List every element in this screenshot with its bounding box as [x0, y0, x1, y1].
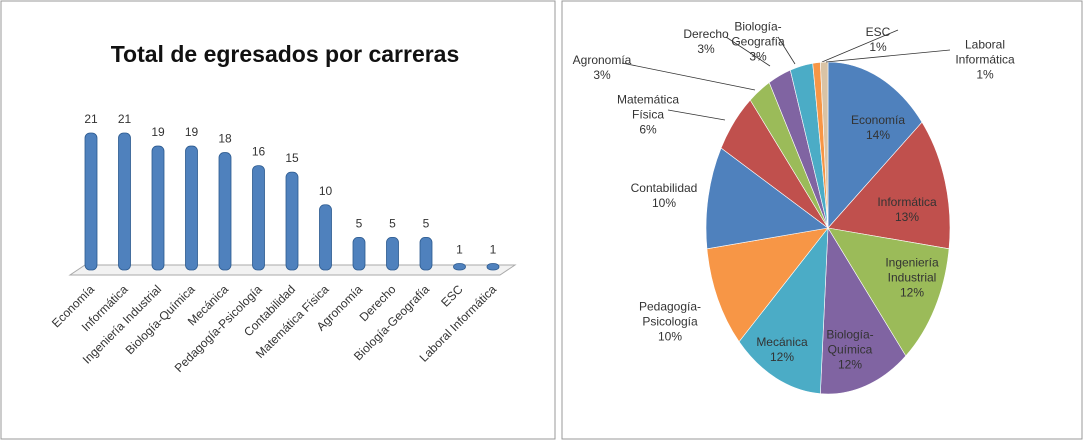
- bar: [453, 263, 466, 271]
- pie-slice: [827, 61, 923, 229]
- leader-line: [821, 29, 899, 63]
- bar: [151, 145, 165, 271]
- value-label: 19: [151, 125, 165, 139]
- pie-label-value: 1%: [976, 67, 994, 82]
- bar: [118, 132, 131, 271]
- pie-slice: [827, 121, 951, 250]
- value-label: 18: [218, 132, 232, 146]
- pie-label-value: 10%: [657, 329, 683, 344]
- pie-label-value: 12%: [837, 357, 863, 372]
- pie-label-value: 12%: [769, 350, 795, 364]
- panel-left: [0, 0, 556, 440]
- value-label: 1: [456, 242, 463, 256]
- pie-label: Laboral Informática 1%: [946, 38, 1024, 83]
- pie-slice: [706, 227, 829, 343]
- bar: [352, 236, 366, 271]
- bar: [218, 152, 232, 271]
- pie-label-name: Derecho: [683, 27, 729, 41]
- pie-label-name: Biología-Geografía: [731, 19, 785, 49]
- pie-slice: [820, 227, 907, 395]
- bar: [185, 145, 198, 271]
- pie-label-name: Matemática Física: [616, 92, 680, 122]
- pie-slice: [738, 227, 829, 394]
- pie-label: Pedagogía-Psicología 10%: [631, 300, 709, 345]
- pie-label-value: 6%: [639, 122, 657, 137]
- bar: [252, 165, 265, 271]
- pie-label-name: Biología-Química: [826, 327, 874, 357]
- bar: [319, 204, 332, 271]
- bar: [386, 236, 399, 271]
- pie-label-name: Ingeniería Industrial: [885, 255, 939, 285]
- x-tick-label: ESC: [438, 282, 466, 310]
- panel-right: [561, 0, 1083, 440]
- pie-label-name: Laboral Informática: [955, 37, 1015, 67]
- pie-slice: [827, 227, 950, 357]
- pie-label: Mecánica 12%: [743, 335, 821, 365]
- value-label: 21: [84, 112, 98, 126]
- pie-label-name: Pedagogía-Psicología: [638, 299, 702, 329]
- pie-slice: [705, 147, 829, 250]
- bar: [285, 171, 299, 271]
- value-label: 5: [356, 216, 363, 230]
- leader-line: [725, 36, 771, 67]
- bar: [486, 263, 500, 271]
- value-label: 5: [389, 216, 396, 230]
- leader-line: [777, 36, 796, 65]
- pie-label: Ingeniería Industrial 12%: [873, 256, 951, 301]
- leader-line: [667, 109, 726, 121]
- pie-label: Biología-Geografía 3%: [719, 20, 797, 65]
- pie-label: ESC 1%: [843, 25, 913, 55]
- pie-label-name: Mecánica: [756, 335, 808, 349]
- pie-label-name: Contabilidad: [630, 181, 698, 195]
- value-label: 19: [185, 125, 199, 139]
- value-label: 1: [490, 242, 497, 256]
- pie-label: Derecho 3%: [671, 27, 741, 57]
- pie-label-value: 12%: [899, 285, 925, 300]
- value-label: 5: [423, 216, 430, 230]
- bar: [419, 236, 433, 271]
- pie-label-value: 3%: [697, 42, 715, 56]
- pie-label-name: ESC: [865, 25, 891, 39]
- pie-label: Economía 14%: [839, 113, 917, 143]
- leader-line: [621, 62, 756, 91]
- value-label: 10: [319, 184, 333, 198]
- value-label: 16: [252, 145, 266, 159]
- pie-label-value: 1%: [869, 40, 887, 54]
- pie-label: Agronomía 3%: [567, 53, 637, 83]
- leader-line: [825, 49, 951, 63]
- chart-title: Total de egresados por carreras: [111, 41, 460, 67]
- pie-label-name: Informática: [877, 195, 937, 209]
- pie-label-value: 10%: [651, 196, 677, 210]
- bar: [84, 132, 98, 271]
- value-label: 15: [285, 151, 299, 165]
- pie-label-value: 3%: [593, 68, 611, 82]
- pie-label-name: Economía: [850, 113, 906, 127]
- pie-label-name: Agronomía: [572, 53, 632, 67]
- pie-label-value: 3%: [749, 49, 767, 64]
- pie-label: Biología-Química 12%: [811, 328, 889, 373]
- value-label: 21: [118, 112, 132, 126]
- pie-label-value: 13%: [894, 210, 920, 224]
- pie-label: Matemática Física 6%: [609, 93, 687, 138]
- pie-label: Contabilidad 10%: [625, 181, 703, 211]
- pie-label-value: 14%: [865, 128, 891, 142]
- pie-label: Informática 13%: [868, 195, 946, 225]
